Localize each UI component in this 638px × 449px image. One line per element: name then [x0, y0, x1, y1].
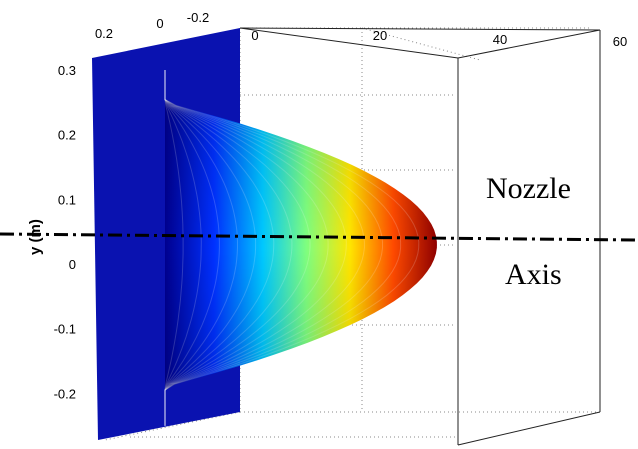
velocity-surface — [164, 70, 437, 426]
y-tick-label: -0.1 — [54, 322, 76, 337]
annotation-nozzle: Nozzle — [486, 172, 571, 205]
x-tick-label: 60 — [613, 34, 627, 49]
annotation-axis: Axis — [505, 258, 562, 291]
z-tick-label: -0.2 — [187, 10, 209, 25]
z-tick-label: 0.2 — [95, 26, 113, 41]
y-tick-label: 0 — [69, 257, 76, 272]
y-tick-label: -0.2 — [54, 386, 76, 401]
y-tick-label: 0.1 — [58, 192, 76, 207]
y-axis-ticks: 0.3 0.2 0.1 0 -0.1 -0.2 — [54, 63, 76, 401]
y-tick-label: 0.2 — [58, 128, 76, 143]
y-tick-label: 0.3 — [58, 63, 76, 78]
x-tick-label: 0 — [251, 28, 258, 43]
box-solid-edges — [239, 27, 601, 446]
z-axis-ticks: 0.2 0 -0.2 — [95, 10, 209, 41]
surface-shading — [165, 70, 437, 426]
y-axis-label: y (m) — [27, 219, 44, 255]
x-tick-label: 40 — [493, 32, 507, 47]
x-axis-ticks: 0 20 40 60 — [251, 28, 627, 49]
z-tick-label: 0 — [156, 16, 163, 31]
x-tick-label: 20 — [373, 28, 387, 43]
